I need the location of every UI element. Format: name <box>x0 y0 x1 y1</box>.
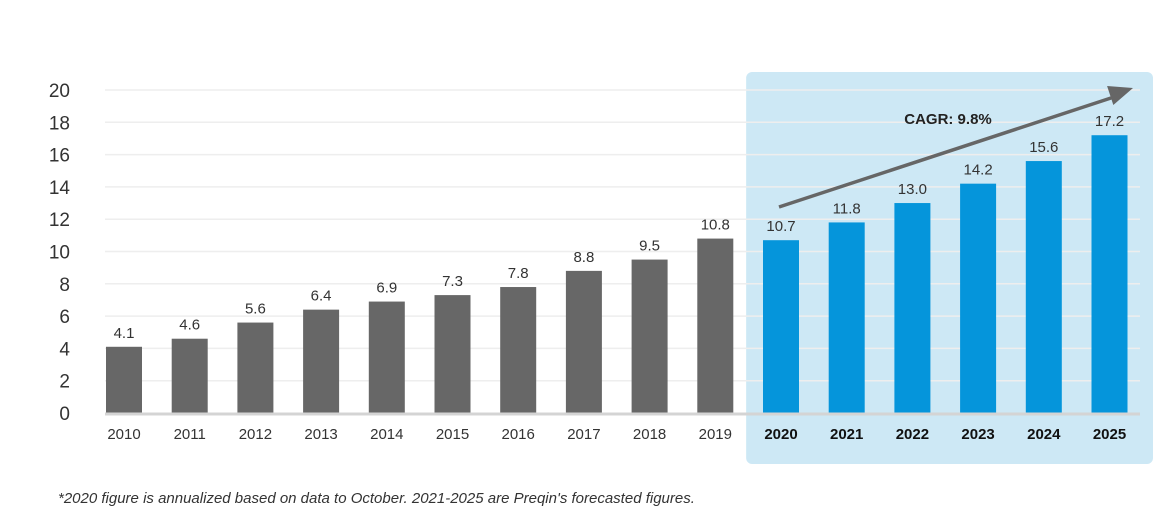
x-tick-label: 2024 <box>1027 426 1061 443</box>
x-tick-label: 2021 <box>830 426 863 443</box>
bar-2010 <box>106 346 142 413</box>
value-label: 13.0 <box>898 181 927 198</box>
y-axis-ticks: 0 2 4 6 8 10 12 14 16 18 20 <box>49 81 71 425</box>
bar-2014 <box>368 301 405 413</box>
value-labels: 4.1 4.6 5.6 6.4 6.9 7.3 7.8 8.8 9.5 10.8 10.7 11.8 1… <box>114 113 1125 342</box>
x-tick-label: 2016 <box>502 426 535 443</box>
y-tick-label: 0 <box>59 404 70 425</box>
x-tick-label: 2011 <box>174 426 206 443</box>
value-label: 8.8 <box>573 249 594 266</box>
value-label: 9.5 <box>639 238 660 255</box>
bar-2011 <box>171 338 208 413</box>
y-tick-label: 10 <box>49 243 70 264</box>
bar-2021 <box>828 222 865 413</box>
bar-chart: 0 2 4 6 8 10 12 14 16 18 20 4.1 4.6 5.6 6.4 6.9 7.3 7.8 8… <box>49 72 1153 464</box>
value-label: 5.6 <box>245 301 266 318</box>
value-label: 15.6 <box>1029 139 1058 156</box>
cagr-annotation: CAGR: 9.8% <box>904 111 992 128</box>
x-tick-label: 2014 <box>370 426 403 443</box>
bar-2019 <box>697 238 734 413</box>
bar-2020 <box>763 240 799 413</box>
x-axis-ticks: 2010 2011 2012 2013 2014 2015 2016 2017 2018 2019… <box>107 426 1126 443</box>
bar-2025 <box>1091 135 1128 413</box>
value-label: 17.2 <box>1095 113 1124 130</box>
x-tick-label: 2010 <box>107 426 140 443</box>
value-label: 7.3 <box>442 273 463 290</box>
x-tick-label: 2022 <box>896 426 929 443</box>
bar-2024 <box>1025 161 1062 413</box>
value-label: 6.9 <box>376 280 397 297</box>
value-label: 6.4 <box>311 288 332 305</box>
bar-2018 <box>631 259 668 413</box>
y-tick-label: 12 <box>49 210 70 231</box>
footnote: *2020 figure is annualized based on data… <box>58 490 695 507</box>
bar-2022 <box>894 203 931 413</box>
y-tick-label: 2 <box>59 372 70 393</box>
value-label: 7.8 <box>508 265 529 282</box>
x-tick-label: 2023 <box>961 426 994 443</box>
bars <box>106 135 1128 413</box>
arrow-shaft <box>778 95 1115 209</box>
value-label: 4.6 <box>179 317 200 334</box>
arrow-head <box>1107 85 1133 105</box>
bar-2013 <box>303 309 340 413</box>
y-tick-label: 6 <box>59 307 70 328</box>
x-tick-label: 2020 <box>764 426 797 443</box>
x-tick-label: 2019 <box>699 426 732 443</box>
y-tick-label: 14 <box>49 178 71 199</box>
y-tick-label: 16 <box>49 146 70 167</box>
x-tick-label: 2012 <box>239 426 272 443</box>
value-label: 10.7 <box>766 218 795 235</box>
bar-2023 <box>960 183 997 413</box>
cagr-arrow <box>778 85 1133 209</box>
bar-2015 <box>434 295 471 413</box>
x-tick-label: 2025 <box>1093 426 1126 443</box>
x-tick-label: 2013 <box>304 426 337 443</box>
x-tick-label: 2015 <box>436 426 469 443</box>
y-tick-label: 4 <box>59 339 70 360</box>
bar-2017 <box>565 270 602 413</box>
y-tick-label: 8 <box>59 275 70 296</box>
value-label: 4.1 <box>114 325 135 342</box>
value-label: 10.8 <box>701 217 730 234</box>
value-label: 14.2 <box>963 162 992 179</box>
bar-2012 <box>237 322 274 413</box>
x-tick-label: 2018 <box>633 426 666 443</box>
bar-2016 <box>500 287 537 413</box>
x-tick-label: 2017 <box>567 426 600 443</box>
value-label: 11.8 <box>833 200 861 217</box>
y-tick-label: 18 <box>49 113 70 134</box>
y-tick-label: 20 <box>49 81 70 102</box>
